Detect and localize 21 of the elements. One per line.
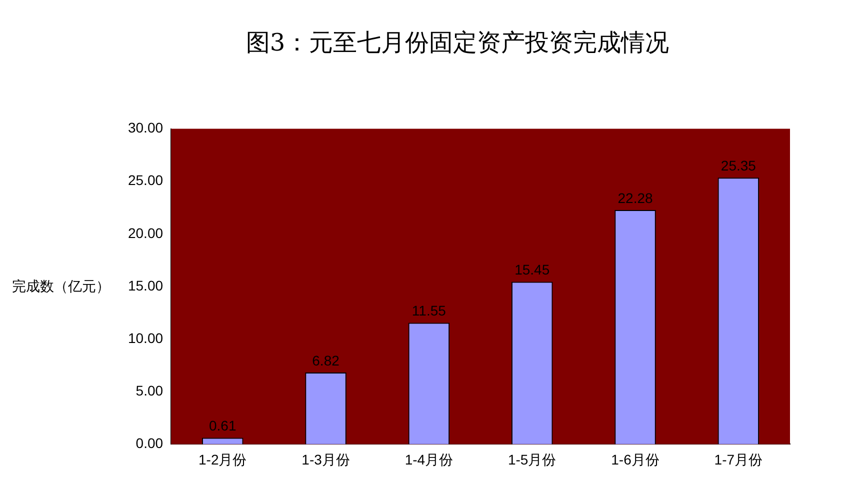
x-tick-label: 1-7月份 [714, 451, 763, 468]
data-label: 25.35 [720, 158, 756, 174]
y-tick-label: 10.00 [128, 330, 164, 346]
x-tick-label: 1-2月份 [198, 451, 247, 468]
y-tick-label: 20.00 [128, 224, 164, 241]
x-tick-label: 1-4月份 [404, 451, 454, 468]
y-tick-label: 5.00 [136, 382, 164, 398]
y-tick-label: 25.00 [128, 172, 164, 188]
data-label: 15.45 [514, 262, 550, 278]
data-label: 6.82 [312, 352, 340, 368]
data-label: 11.55 [412, 302, 446, 319]
y-tick-label: 30.00 [128, 120, 164, 136]
y-tick-label: 0.00 [136, 435, 164, 452]
x-tick-label: 1-6月份 [611, 451, 660, 468]
data-label: 22.28 [618, 190, 653, 206]
data-label: 0.61 [208, 418, 236, 434]
x-tick-label: 1-5月份 [508, 451, 556, 468]
y-tick-label: 15.00 [128, 277, 164, 294]
x-tick-label: 1-3月份 [302, 451, 350, 468]
chart-title: 图3：元至七月份固定资产投资完成情况 [246, 28, 670, 57]
y-axis-title: 完成数（亿元） [12, 278, 110, 296]
